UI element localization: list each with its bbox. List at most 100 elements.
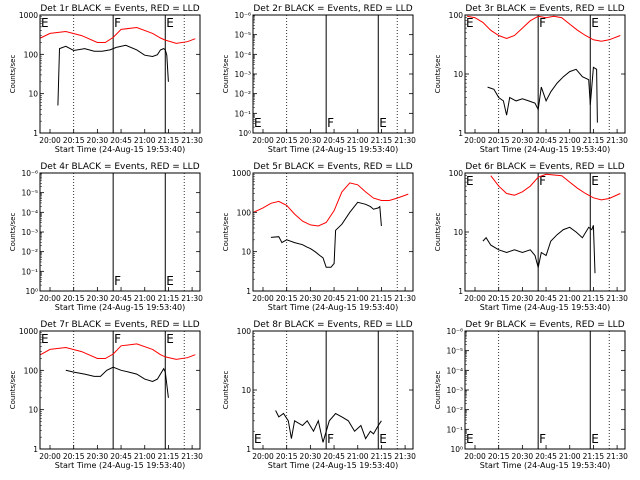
panel-3: Det 3r BLACK = Events, RED = LLD E F E 1 10 10… xyxy=(434,4,628,154)
marker-label: F xyxy=(539,174,546,188)
x-tick-label: 20:00 xyxy=(252,136,274,145)
x-tick-label: 20:30 xyxy=(87,136,109,145)
y-axis-label: Counts/sec xyxy=(434,371,442,410)
series-line-red xyxy=(467,15,621,42)
panel-title: Det 5r BLACK = Events, RED = LLD xyxy=(253,162,412,172)
marker-label: E xyxy=(466,16,474,30)
panel-5: Det 5r BLACK = Events, RED = LLD 1 10 100 10… xyxy=(222,162,416,312)
x-tick-label: 20:00 xyxy=(252,294,274,303)
marker-label: E xyxy=(379,432,387,446)
x-tick-label: 21:30 xyxy=(394,136,416,145)
marker-label: F xyxy=(327,116,334,130)
y-tick-label: 10⁻⁵ xyxy=(446,347,463,356)
x-tick-label: 21:30 xyxy=(606,452,628,461)
series-line-black xyxy=(270,201,382,268)
x-tick-label: 21:15 xyxy=(371,452,393,461)
y-tick-label: 10 xyxy=(241,248,251,257)
x-tick-label: 20:15 xyxy=(276,294,298,303)
panel-title: Det 7r BLACK = Events, RED = LLD xyxy=(40,320,199,330)
y-tick-label: 10⁻⁵ xyxy=(234,31,251,40)
x-tick-label: 20:45 xyxy=(110,452,132,461)
y-tick-label: 100 xyxy=(449,11,464,20)
x-axis-label: Start Time (24-Aug-15 19:53:40) xyxy=(480,303,611,312)
y-tick-label: 10⁻³ xyxy=(21,228,38,237)
y-tick-label: 1 xyxy=(458,129,463,138)
x-tick-label: 21:15 xyxy=(583,452,605,461)
x-tick-label: 21:00 xyxy=(347,136,369,145)
x-tick-label: 20:15 xyxy=(488,452,510,461)
x-axis-label: Start Time (24-Aug-15 19:53:40) xyxy=(55,461,186,470)
x-tick-label: 20:30 xyxy=(87,294,109,303)
y-tick-label: 10⁻⁶ xyxy=(234,11,251,20)
marker-label: E xyxy=(166,332,174,346)
plot-frame xyxy=(252,172,414,292)
y-tick-label: 10⁻² xyxy=(21,248,38,257)
panel-7: Det 7r BLACK = Events, RED = LLD E F E 1 10 10… xyxy=(9,320,203,470)
x-tick-label: 20:00 xyxy=(464,294,486,303)
x-tick-label: 21:00 xyxy=(347,294,369,303)
plot-frame xyxy=(464,14,626,134)
x-tick-label: 20:45 xyxy=(323,136,345,145)
x-tick-label: 21:15 xyxy=(371,294,393,303)
x-tick-label: 20:00 xyxy=(39,294,61,303)
x-tick-label: 20:30 xyxy=(300,294,322,303)
x-tick-label: 21:30 xyxy=(606,136,628,145)
marker-label: F xyxy=(114,274,121,288)
x-tick-label: 20:30 xyxy=(512,294,534,303)
x-tick-label: 21:30 xyxy=(181,136,203,145)
x-tick-label: 21:15 xyxy=(158,136,180,145)
x-tick-label: 20:15 xyxy=(276,136,298,145)
y-axis-label: Counts/sec xyxy=(434,55,442,94)
x-tick-label: 20:45 xyxy=(535,294,557,303)
y-tick-label: 10⁻⁵ xyxy=(21,189,38,198)
x-tick-label: 21:00 xyxy=(134,294,156,303)
panel-title: Det 8r BLACK = Events, RED = LLD xyxy=(253,320,412,330)
x-tick-label: 21:00 xyxy=(559,294,581,303)
marker-label: E xyxy=(41,16,49,30)
x-tick-label: 20:30 xyxy=(300,136,322,145)
x-axis-label: Start Time (24-Aug-15 19:53:40) xyxy=(55,145,186,154)
y-tick-label: 1 xyxy=(246,287,251,296)
x-tick-label: 21:30 xyxy=(181,294,203,303)
x-tick-label: 21:15 xyxy=(158,452,180,461)
series-line-red xyxy=(40,343,196,360)
marker-label: F xyxy=(539,432,546,446)
y-tick-label: 10⁻⁴ xyxy=(234,50,251,59)
y-tick-label: 10⁰ xyxy=(25,287,38,296)
x-tick-label: 20:45 xyxy=(535,452,557,461)
plot-frame xyxy=(464,172,626,292)
x-tick-label: 20:45 xyxy=(535,136,557,145)
panel-title: Det 9r BLACK = Events, RED = LLD xyxy=(465,320,624,330)
marker-label: E xyxy=(591,174,599,188)
x-axis-label: Start Time (24-Aug-15 19:53:40) xyxy=(268,145,399,154)
series-line-red xyxy=(490,173,621,201)
y-tick-label: 10⁻⁴ xyxy=(21,208,38,217)
marker-label: E xyxy=(254,432,262,446)
panel-6: Det 6r BLACK = Events, RED = LLD E F E 1 10 10… xyxy=(434,162,628,312)
series-line-black xyxy=(57,44,169,106)
x-tick-label: 21:30 xyxy=(181,452,203,461)
y-tick-label: 1 xyxy=(33,129,38,138)
y-tick-label: 100 xyxy=(24,366,39,375)
x-tick-label: 21:30 xyxy=(394,452,416,461)
x-tick-label: 21:15 xyxy=(371,136,393,145)
marker-label: E xyxy=(166,274,174,288)
panel-4: Det 4r BLACK = Events, RED = LLD F E 10⁰ 10⁻… xyxy=(9,162,203,312)
x-tick-label: 20:00 xyxy=(39,136,61,145)
marker-label: F xyxy=(114,332,121,346)
y-tick-label: 1000 xyxy=(19,11,38,20)
x-axis-label: Start Time (24-Aug-15 19:53:40) xyxy=(55,303,186,312)
marker-label: E xyxy=(379,116,387,130)
y-tick-label: 10⁻⁶ xyxy=(446,327,463,336)
x-tick-label: 21:15 xyxy=(158,294,180,303)
x-tick-label: 21:00 xyxy=(559,136,581,145)
y-axis-label: Counts/sec xyxy=(222,213,230,252)
x-tick-label: 20:30 xyxy=(512,452,534,461)
y-tick-label: 10⁰ xyxy=(450,445,463,454)
series-line-black xyxy=(275,410,382,443)
y-tick-label: 10 xyxy=(28,90,38,99)
x-axis-label: Start Time (24-Aug-15 19:53:40) xyxy=(268,303,399,312)
